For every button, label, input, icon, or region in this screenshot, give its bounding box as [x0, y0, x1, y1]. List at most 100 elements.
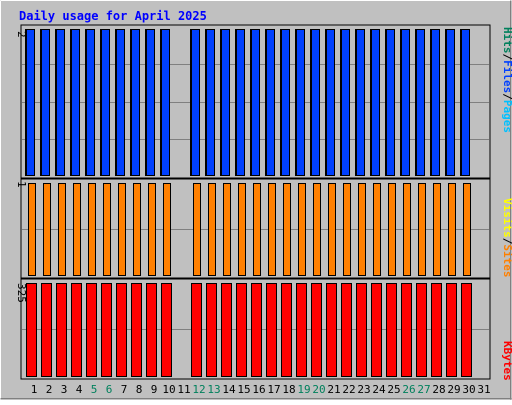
bar-files-day-14 [221, 29, 230, 176]
x-tick-label: 12 [192, 383, 205, 396]
bar-kbytes-day-5 [86, 283, 97, 377]
bar-sites-day-28 [433, 183, 441, 276]
bar-sites-day-25 [388, 183, 396, 276]
bar-kbytes-day-20 [311, 283, 322, 377]
bar-kbytes-day-18 [281, 283, 292, 377]
bar-sites-day-23 [358, 183, 366, 276]
legend-visits-sites: Visits/Sites [501, 198, 512, 278]
bar-sites-day-20 [313, 183, 321, 276]
bar-sites-day-10 [163, 183, 171, 276]
bar-sites-day-16 [253, 183, 261, 276]
bar-kbytes-day-17 [266, 283, 277, 377]
x-tick-label: 10 [162, 383, 175, 396]
bar-sites-day-30 [463, 183, 471, 276]
bar-kbytes-day-6 [101, 283, 112, 377]
bar-sites-day-1 [28, 183, 36, 276]
legend-visits: Visits [501, 198, 512, 238]
bar-kbytes-day-8 [131, 283, 142, 377]
x-tick-label: 5 [91, 383, 98, 396]
bar-sites-day-15 [238, 183, 246, 276]
bar-kbytes-day-2 [41, 283, 52, 377]
panel-kbytes: 325 [15, 278, 491, 380]
bar-sites-day-26 [403, 183, 411, 276]
bar-kbytes-day-22 [341, 283, 352, 377]
bar-files-day-26 [401, 29, 410, 176]
bar-files-day-1 [26, 29, 35, 176]
legend-files: Files [501, 60, 512, 93]
bar-kbytes-day-3 [56, 283, 67, 377]
bar-sites-day-24 [373, 183, 381, 276]
bar-files-day-16 [251, 29, 260, 176]
x-tick-label: 20 [312, 383, 325, 396]
panel-kbytes-bars [26, 283, 472, 377]
bar-files-day-9 [146, 29, 155, 176]
x-tick-label: 21 [327, 383, 340, 396]
y-tick-hits: 2 [15, 31, 28, 38]
legend-sep-1: / [501, 54, 512, 61]
x-tick-label: 22 [342, 383, 355, 396]
bar-files-day-21 [326, 29, 335, 176]
bar-kbytes-day-27 [416, 283, 427, 377]
bar-sites-day-5 [88, 183, 96, 276]
bar-kbytes-day-15 [236, 283, 247, 377]
bar-sites-day-7 [118, 183, 126, 276]
chart-title: Daily usage for April 2025 [19, 9, 207, 23]
x-tick-label: 25 [387, 383, 400, 396]
panel-hits-files-pages: 2 [15, 24, 491, 179]
bar-sites-day-8 [133, 183, 141, 276]
x-tick-label: 29 [447, 383, 460, 396]
bar-sites-day-12 [193, 183, 201, 276]
legend-pages: Pages [501, 100, 512, 133]
x-tick-label: 16 [252, 383, 265, 396]
panel-hits-files-pages-bars [25, 29, 470, 176]
x-tick-label: 1 [31, 383, 38, 396]
bar-kbytes-day-25 [386, 283, 397, 377]
bar-kbytes-day-4 [71, 283, 82, 377]
x-tick-label: 30 [462, 383, 475, 396]
bar-kbytes-day-1 [26, 283, 37, 377]
bar-sites-day-22 [343, 183, 351, 276]
panel-visits-sites: 1 [15, 178, 491, 279]
bar-sites-day-21 [328, 183, 336, 276]
bar-files-day-4 [71, 29, 80, 176]
bar-kbytes-day-7 [116, 283, 127, 377]
bar-kbytes-day-9 [146, 283, 157, 377]
bar-files-day-29 [446, 29, 455, 176]
bar-sites-day-9 [148, 183, 156, 276]
bar-kbytes-day-26 [401, 283, 412, 377]
bar-kbytes-day-21 [326, 283, 337, 377]
bar-files-day-6 [101, 29, 110, 176]
x-tick-label: 9 [151, 383, 158, 396]
x-tick-label: 23 [357, 383, 370, 396]
bar-sites-day-14 [223, 183, 231, 276]
x-tick-label: 15 [237, 383, 250, 396]
legend-kbytes-wrap: KBytes [501, 341, 512, 381]
legend-hits-files-pages: Hits/Files/Pages [501, 27, 512, 133]
bar-kbytes-day-30 [461, 283, 472, 377]
bar-kbytes-day-29 [446, 283, 457, 377]
bar-files-day-8 [131, 29, 140, 176]
legend-sep-2: / [501, 93, 512, 100]
x-tick-label: 27 [417, 383, 430, 396]
x-tick-label: 8 [136, 383, 143, 396]
bar-files-day-17 [266, 29, 275, 176]
x-tick-label: 28 [432, 383, 445, 396]
x-tick-label: 3 [61, 383, 68, 396]
bar-kbytes-day-28 [431, 283, 442, 377]
x-tick-label: 14 [222, 383, 236, 396]
legend-sites: Sites [501, 244, 512, 277]
bar-files-day-7 [116, 29, 125, 176]
bar-files-day-30 [461, 29, 470, 176]
bar-kbytes-day-10 [161, 283, 172, 377]
bar-sites-day-17 [268, 183, 276, 276]
bar-sites-day-6 [103, 183, 111, 276]
x-tick-label: 13 [207, 383, 220, 396]
bar-kbytes-day-16 [251, 283, 262, 377]
x-tick-label: 19 [297, 383, 310, 396]
bar-sites-day-27 [418, 183, 426, 276]
bar-sites-day-18 [283, 183, 291, 276]
x-tick-label: 31 [477, 383, 490, 396]
bar-files-day-28 [431, 29, 440, 176]
bar-files-day-13 [206, 29, 215, 176]
